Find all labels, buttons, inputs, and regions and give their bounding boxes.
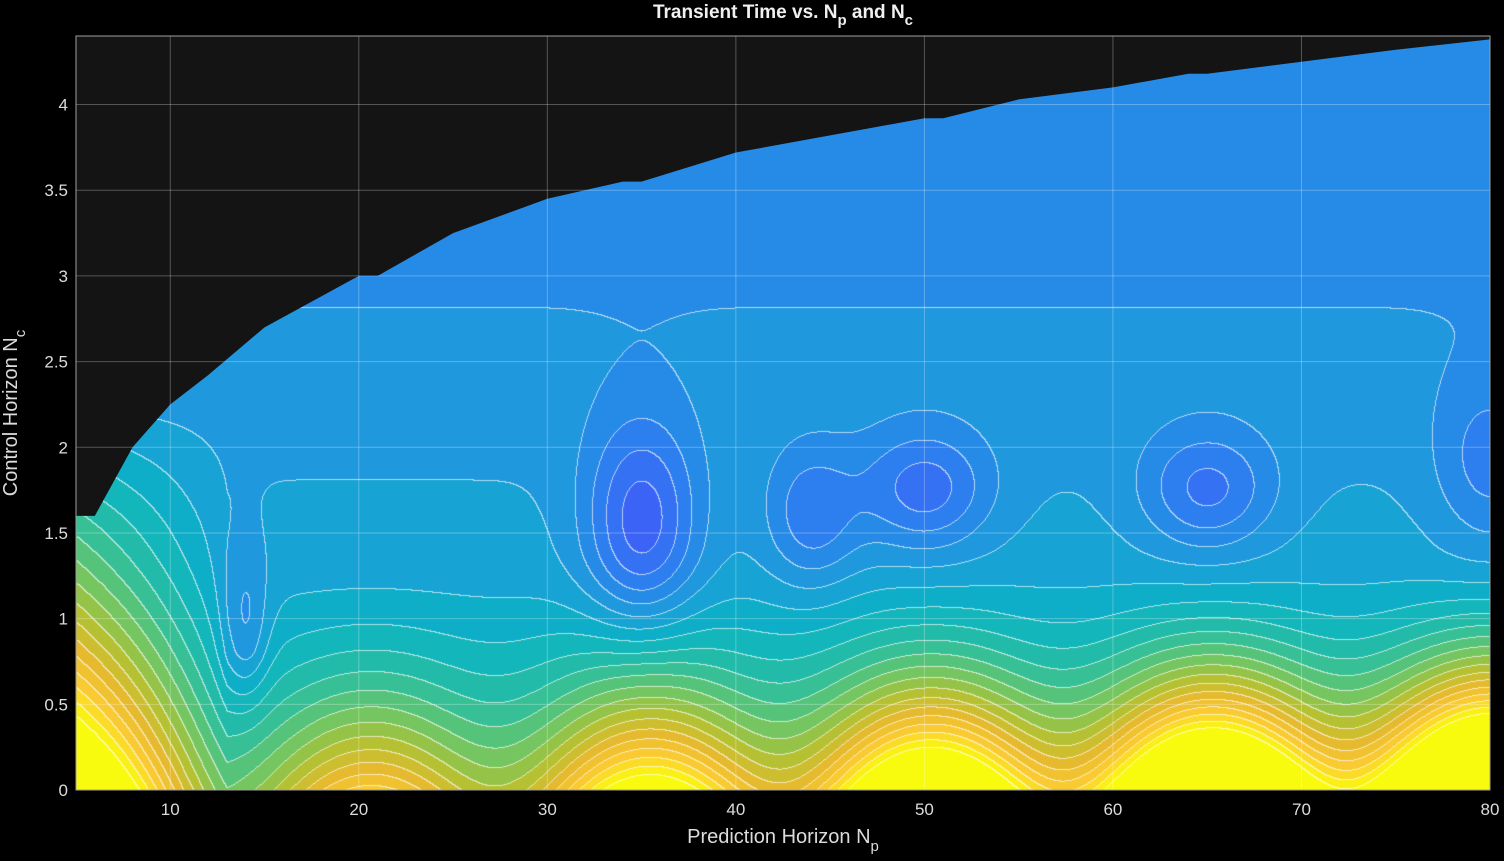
x-tick-label: 80: [1481, 800, 1500, 819]
x-axis-label: Prediction Horizon Np: [687, 826, 879, 855]
contour-field: [76, 36, 1490, 790]
y-axis-label: Control Horizon Nc: [0, 329, 29, 496]
x-axis-ticks: 10 20 30 40 50 60 70 80: [161, 800, 1500, 819]
y-tick-label: 3.5: [44, 181, 68, 200]
y-tick-label: 0.5: [44, 695, 68, 714]
y-tick-label: 2.5: [44, 353, 68, 372]
x-tick-label: 60: [1103, 800, 1122, 819]
x-tick-label: 10: [161, 800, 180, 819]
x-tick-label: 40: [726, 800, 745, 819]
y-tick-label: 2: [59, 438, 68, 457]
y-tick-label: 3: [59, 267, 68, 286]
chart-title: Transient Time vs. Np and Nc: [653, 2, 913, 29]
grid-lines: [76, 36, 1490, 790]
y-tick-label: 4: [59, 96, 68, 115]
y-tick-label: 1.5: [44, 524, 68, 543]
x-tick-label: 50: [915, 800, 934, 819]
axes-box: [75, 35, 1491, 791]
y-tick-label: 0: [59, 781, 68, 800]
x-tick-label: 70: [1292, 800, 1311, 819]
x-tick-label: 30: [538, 800, 557, 819]
x-tick-label: 20: [349, 800, 368, 819]
no-data-region: [76, 36, 1490, 516]
y-axis-ticks: 0 0.5 1 1.5 2 2.5 3 3.5 4: [44, 96, 68, 800]
y-tick-label: 1: [59, 610, 68, 629]
